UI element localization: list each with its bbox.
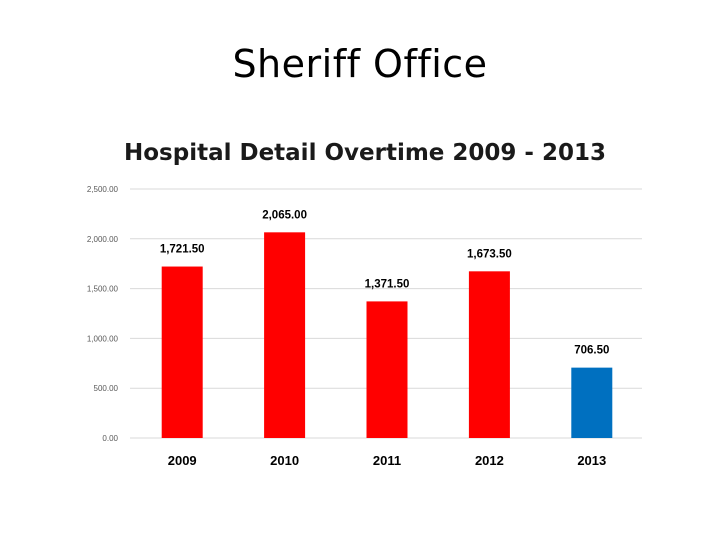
bar-2013 bbox=[571, 367, 613, 438]
data-label-2011: 1,371.50 bbox=[365, 278, 410, 290]
y-axis-tick-labels: 0.00 500.00 1,000.00 1,500.00 2,000.00 2,500.… bbox=[87, 185, 119, 443]
data-label-2009: 1,721.50 bbox=[160, 244, 205, 256]
category-label-2012: 2012 bbox=[475, 453, 504, 468]
y-tick-label: 2,000.00 bbox=[87, 235, 119, 244]
y-tick-label: 1,000.00 bbox=[87, 334, 119, 343]
bar-2012 bbox=[468, 271, 510, 438]
category-label-2011: 2011 bbox=[373, 453, 401, 468]
bar-2009 bbox=[161, 266, 203, 438]
slide-title: Sheriff Office bbox=[232, 42, 488, 86]
data-label-2010: 2,065.00 bbox=[262, 209, 307, 221]
data-label-2012: 1,673.50 bbox=[467, 248, 512, 260]
data-labels: 1,721.50 2,065.00 1,371.50 1,673.50 706.50 bbox=[160, 209, 610, 356]
y-tick-label: 500.00 bbox=[94, 384, 119, 393]
bar-2010 bbox=[264, 232, 306, 438]
category-label-2009: 2009 bbox=[168, 453, 197, 468]
y-tick-label: 0.00 bbox=[102, 434, 118, 443]
y-tick-label: 1,500.00 bbox=[87, 285, 119, 294]
bar-2011 bbox=[366, 301, 408, 438]
x-axis-category-labels: 2009 2010 2011 2012 2013 bbox=[168, 453, 607, 468]
category-label-2010: 2010 bbox=[270, 453, 299, 468]
data-label-2013: 706.50 bbox=[574, 345, 609, 357]
category-label-2013: 2013 bbox=[577, 453, 606, 468]
bars bbox=[161, 232, 613, 438]
y-tick-label: 2,500.00 bbox=[87, 185, 119, 194]
chart-title: Hospital Detail Overtime 2009 - 2013 bbox=[124, 140, 606, 166]
